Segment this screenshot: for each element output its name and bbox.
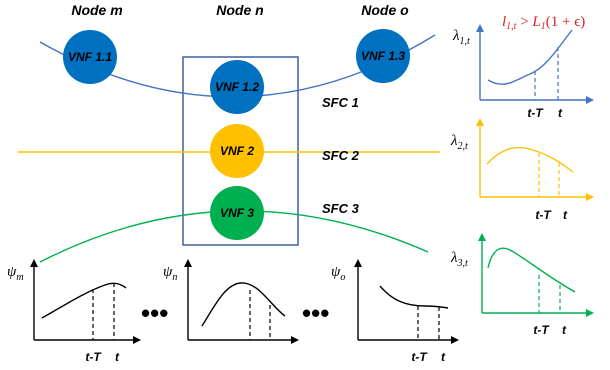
lambda-2-label: λ2,t [450, 133, 468, 152]
node-n-box [182, 56, 299, 246]
lambda-2-plot: λ2,t t-T t [450, 118, 594, 222]
psi-m-curve [41, 282, 127, 319]
vnf-1-3-circle [356, 29, 410, 83]
sfc-2-label: SFC 2 [322, 148, 360, 163]
lambda-1-curve [487, 29, 573, 85]
psi-m-label: ψm [7, 264, 24, 283]
sfc-1-label: SFC 1 [322, 95, 359, 110]
lambda-3-tick-b: t [562, 323, 567, 337]
node-n-header: Node n [216, 2, 263, 18]
lambda-2-tick-a: t-T [535, 208, 552, 222]
lambda-2-curve [486, 146, 574, 173]
lambda-3-plot: λ3,t t-T t [450, 233, 594, 337]
lambda-3-tick-a: t-T [533, 323, 550, 337]
psi-o-curve [379, 285, 449, 309]
sfc-3-label: SFC 3 [322, 201, 360, 216]
psi-n-plot: ψn [163, 259, 299, 344]
psi-n-label: ψn [163, 264, 177, 283]
ellipsis-1: ••• [141, 298, 168, 328]
psi-m-tick-b: t [115, 350, 120, 364]
vnf-3-label: VNF 3 [220, 206, 254, 220]
vnf-2-label: VNF 2 [220, 144, 254, 158]
lambda-2-tick-b: t [563, 208, 568, 222]
lambda-1-tick-a: t-T [527, 106, 544, 120]
psi-n-curve [201, 282, 286, 327]
vnf-1-2-label: VNF 1.2 [215, 80, 259, 94]
vnf-1-1-circle [63, 30, 117, 84]
vnf-1-2-circle [210, 60, 264, 114]
overload-condition: l1,t > L1(1 + ϵ) [502, 14, 585, 32]
vnf-1-3-label: VNF 1.3 [361, 49, 405, 63]
vnf-3-circle [210, 186, 264, 240]
vnf-2-circle [210, 124, 264, 178]
lambda-3-curve [487, 247, 576, 293]
ellipsis-2: ••• [302, 298, 329, 328]
psi-o-tick-a: t-T [411, 350, 428, 364]
lambda-1-label: λ1,t [452, 28, 470, 47]
psi-o-tick-b: t [441, 350, 446, 364]
lambda-1-plot: λ1,t t-T t [452, 24, 594, 120]
psi-o-plot: ψo t-T t [331, 259, 459, 364]
psi-m-plot: ψm t-T t [7, 259, 141, 364]
lambda-1-tick-b: t [558, 106, 563, 120]
vnf-1-1-label: VNF 1.1 [68, 50, 112, 64]
node-o-header: Node o [361, 2, 409, 18]
lambda-3-label: λ3,t [450, 250, 468, 269]
psi-m-tick-a: t-T [85, 350, 102, 364]
node-m-header: Node m [71, 2, 122, 18]
psi-o-label: ψo [331, 264, 345, 283]
